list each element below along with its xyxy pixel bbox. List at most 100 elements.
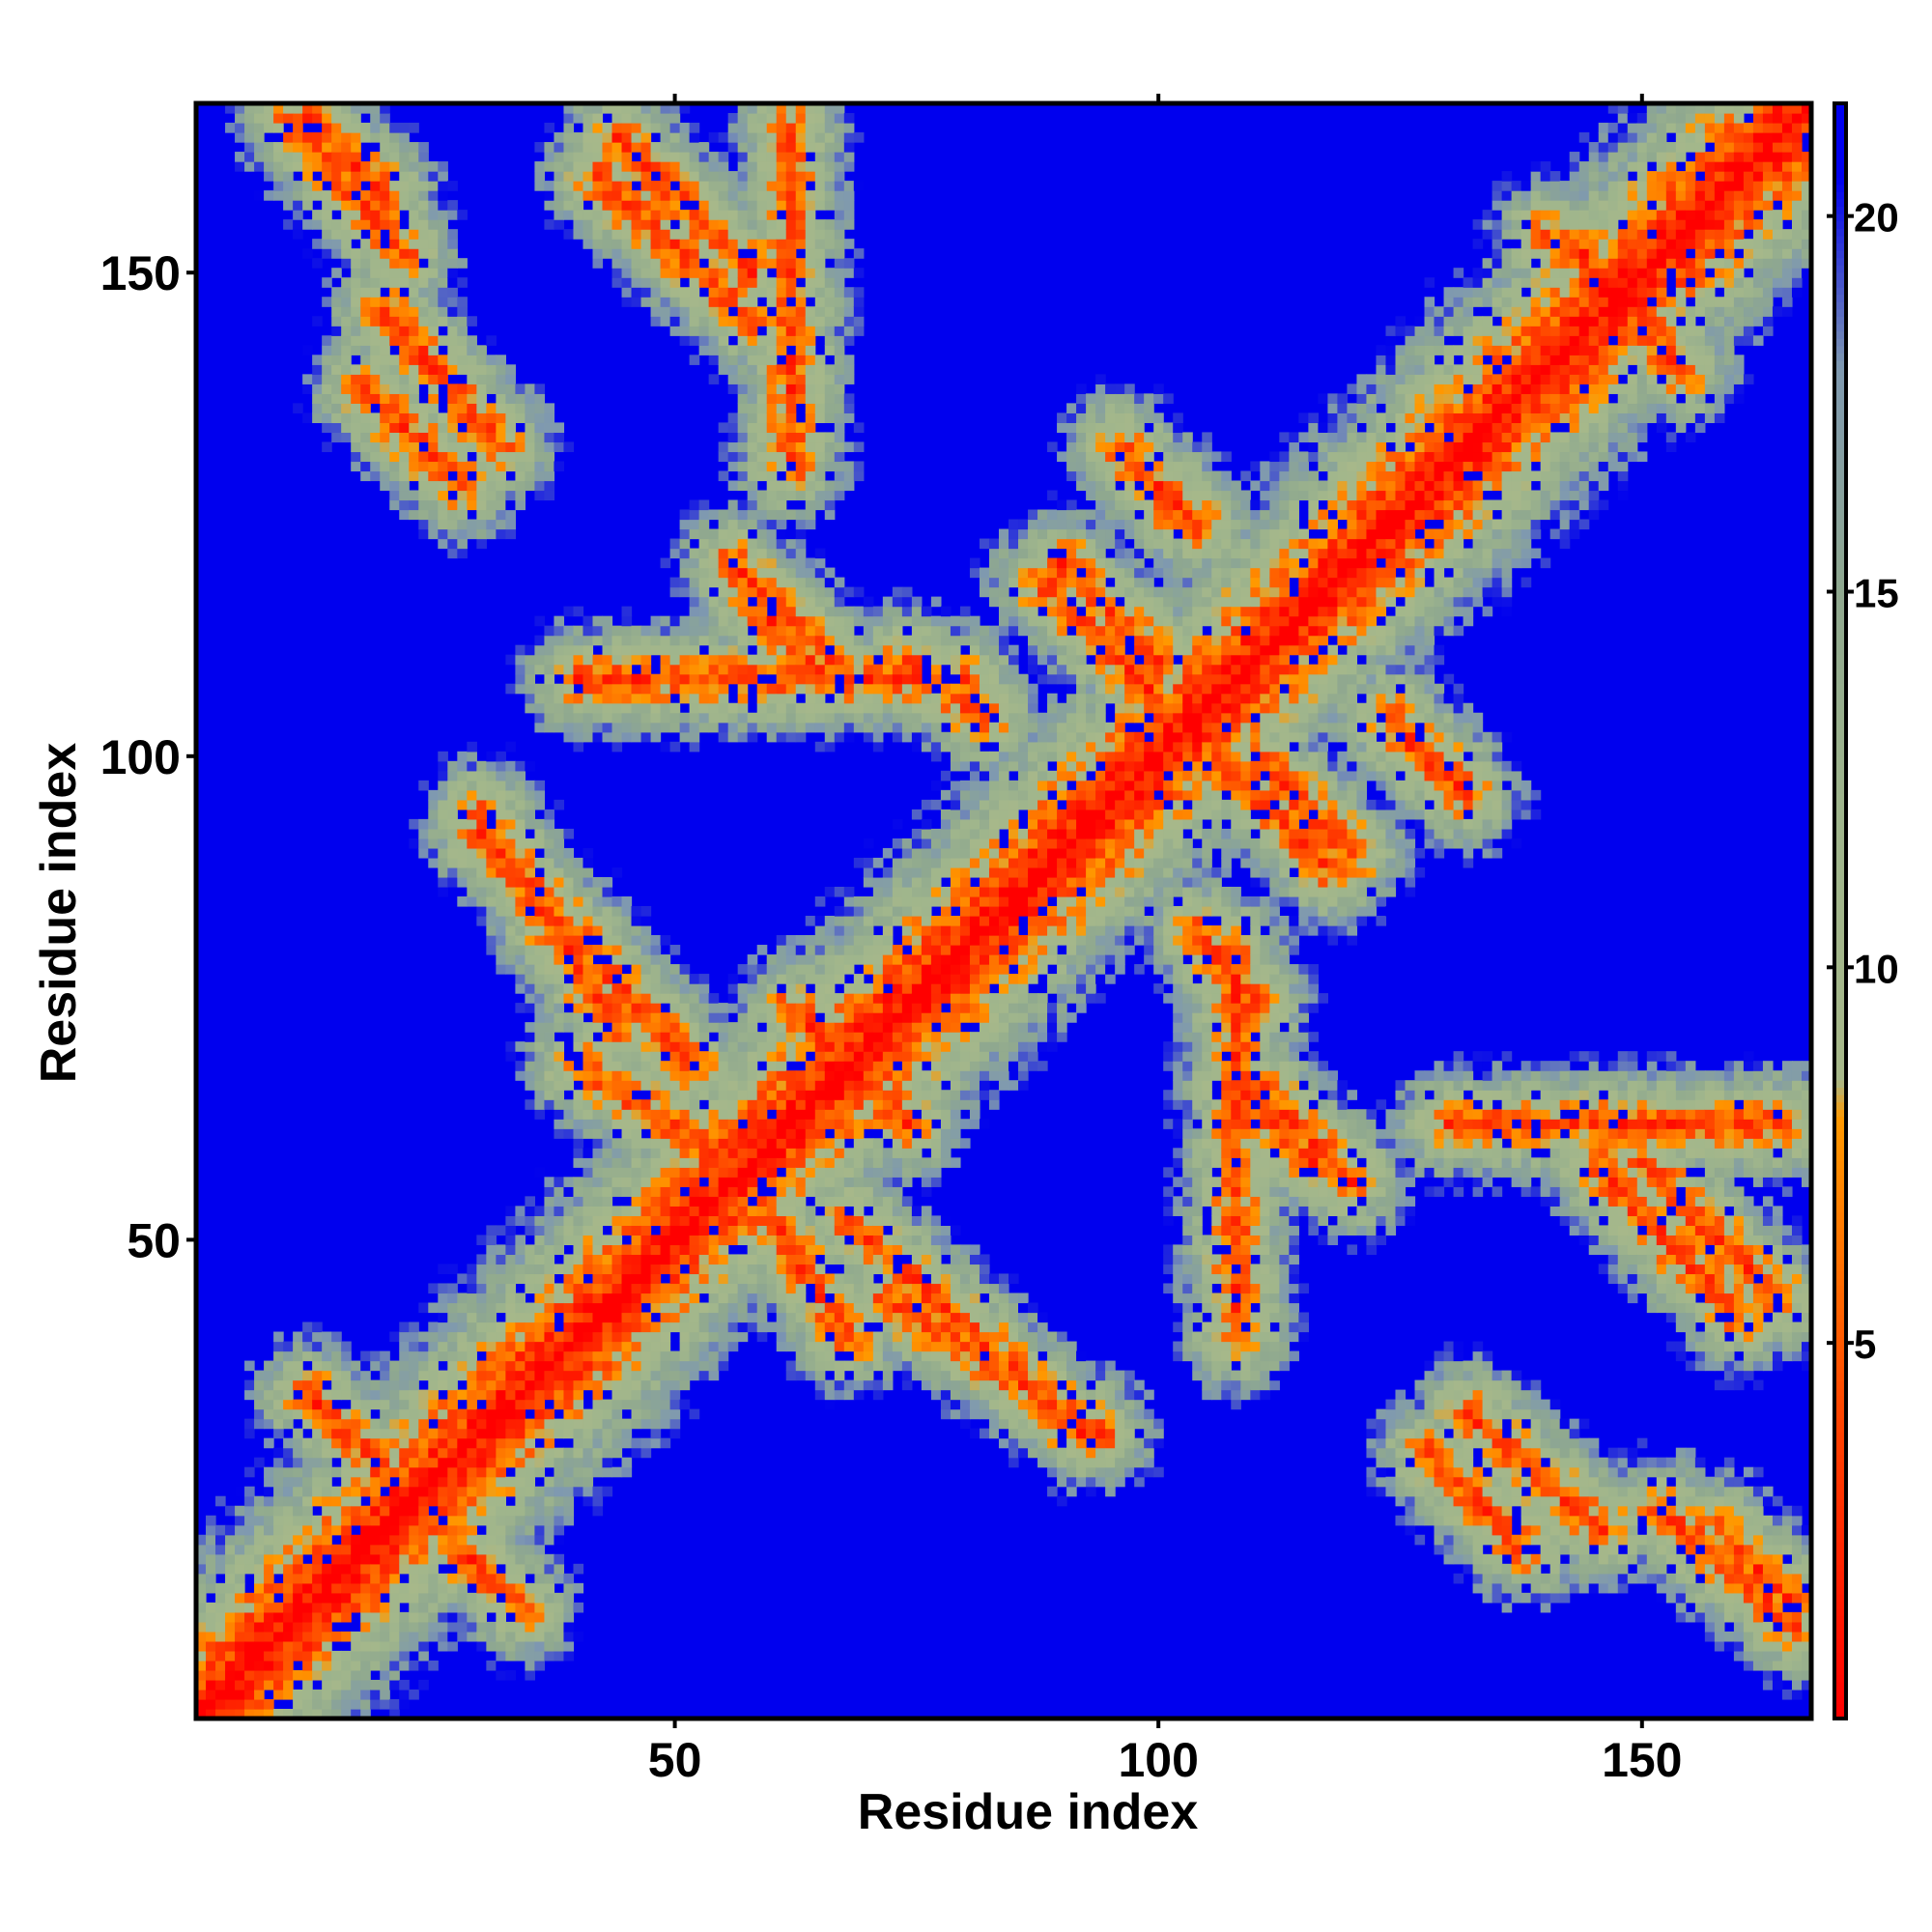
heatmap-cell xyxy=(766,1157,778,1168)
heatmap-cell xyxy=(795,441,807,453)
heatmap-cell xyxy=(293,1350,303,1362)
heatmap-cell xyxy=(756,403,768,413)
heatmap-cell xyxy=(814,374,826,384)
heatmap-cell xyxy=(563,171,575,182)
heatmap-cell xyxy=(679,664,691,675)
heatmap-cell xyxy=(698,1350,710,1362)
heatmap-cell xyxy=(805,1370,816,1381)
heatmap-cell xyxy=(409,171,419,182)
heatmap-cell xyxy=(525,789,536,801)
heatmap-cell xyxy=(776,219,787,230)
heatmap-cell xyxy=(486,1379,497,1391)
heatmap-cell xyxy=(563,916,575,926)
heatmap-cell xyxy=(428,1486,439,1497)
heatmap-cell xyxy=(476,490,487,501)
heatmap-cell xyxy=(631,1051,642,1062)
heatmap-cell xyxy=(322,190,332,201)
heatmap-cell xyxy=(215,1563,226,1575)
heatmap-cell xyxy=(563,152,575,162)
heatmap-cell xyxy=(766,1264,778,1275)
heatmap-cell xyxy=(264,190,274,201)
heatmap-cell xyxy=(418,1650,429,1662)
heatmap-cell xyxy=(370,1621,381,1633)
heatmap-cell xyxy=(727,1273,739,1285)
heatmap-cell xyxy=(312,1563,323,1575)
heatmap-cell xyxy=(283,161,294,172)
heatmap-cell xyxy=(544,1254,555,1265)
heatmap-cell xyxy=(718,326,729,336)
heatmap-cell xyxy=(621,673,633,685)
heatmap-cell xyxy=(602,1206,613,1216)
heatmap-cell xyxy=(370,1418,381,1430)
heatmap-cell xyxy=(293,190,303,201)
heatmap-cell xyxy=(766,1293,778,1304)
heatmap-cell xyxy=(447,287,458,298)
heatmap-cell xyxy=(409,239,419,249)
heatmap-cell xyxy=(766,577,778,588)
heatmap-cell xyxy=(476,1341,487,1352)
heatmap-cell xyxy=(805,287,816,298)
heatmap-cell xyxy=(795,345,807,355)
heatmap-cell xyxy=(708,1302,720,1314)
heatmap-cell xyxy=(795,1264,807,1275)
heatmap-cell xyxy=(640,964,652,975)
heatmap-cell xyxy=(708,1254,720,1265)
heatmap-cell xyxy=(380,1457,390,1468)
heatmap-cell xyxy=(563,964,575,975)
heatmap-cell xyxy=(438,1428,448,1439)
heatmap-cell xyxy=(573,886,584,897)
heatmap-cell xyxy=(621,905,633,917)
heatmap-cell xyxy=(534,1457,546,1468)
heatmap-cell xyxy=(544,451,555,463)
heatmap-cell xyxy=(747,480,758,492)
heatmap-cell xyxy=(737,451,749,463)
heatmap-cell xyxy=(476,499,487,511)
heatmap-cell xyxy=(640,1264,652,1275)
heatmap-cell xyxy=(573,654,584,666)
heatmap-cell xyxy=(679,567,691,579)
heatmap-cell xyxy=(360,277,371,288)
heatmap-cell xyxy=(573,1138,584,1149)
heatmap-cell xyxy=(554,886,565,897)
heatmap-cell xyxy=(273,1524,284,1536)
heatmap-cell xyxy=(669,1244,681,1256)
heatmap-cell xyxy=(640,1012,652,1023)
heatmap-cell xyxy=(428,1399,439,1410)
heatmap-cell xyxy=(573,1070,584,1081)
heatmap-cell xyxy=(457,403,468,413)
heatmap-cell xyxy=(592,1206,604,1216)
heatmap-cell xyxy=(795,1321,807,1333)
heatmap-cell xyxy=(389,1370,400,1381)
heatmap-cell xyxy=(534,1225,546,1236)
heatmap-cell xyxy=(737,432,749,443)
heatmap-cell xyxy=(215,1650,226,1662)
heatmap-cell xyxy=(322,1515,332,1526)
heatmap-cell xyxy=(554,1061,565,1071)
heatmap-cell xyxy=(563,1206,575,1216)
heatmap-cell xyxy=(206,1650,216,1662)
heatmap-cell xyxy=(698,219,710,230)
heatmap-cell xyxy=(785,654,797,666)
heatmap-cell xyxy=(428,374,439,384)
heatmap-cell xyxy=(795,1254,807,1265)
heatmap-cell xyxy=(525,1621,536,1633)
heatmap-cell xyxy=(640,1186,652,1197)
heatmap-cell xyxy=(640,1447,652,1459)
heatmap-cell xyxy=(776,673,787,685)
heatmap-cell xyxy=(582,683,594,695)
heatmap-cell xyxy=(689,586,700,598)
heatmap-cell xyxy=(708,993,720,1004)
heatmap-cell xyxy=(766,200,778,211)
heatmap-cell xyxy=(737,306,749,317)
heatmap-cell xyxy=(438,1466,448,1478)
heatmap-cell xyxy=(602,945,613,955)
heatmap-cell xyxy=(766,451,778,463)
heatmap-cell xyxy=(554,983,565,994)
heatmap-cell xyxy=(486,1660,497,1671)
heatmap-cell xyxy=(631,1061,642,1071)
heatmap-cell xyxy=(534,1515,546,1526)
heatmap-cell xyxy=(399,1679,410,1690)
heatmap-cell xyxy=(476,1563,487,1575)
heatmap-cell xyxy=(698,983,710,994)
heatmap-cell xyxy=(669,1321,681,1333)
